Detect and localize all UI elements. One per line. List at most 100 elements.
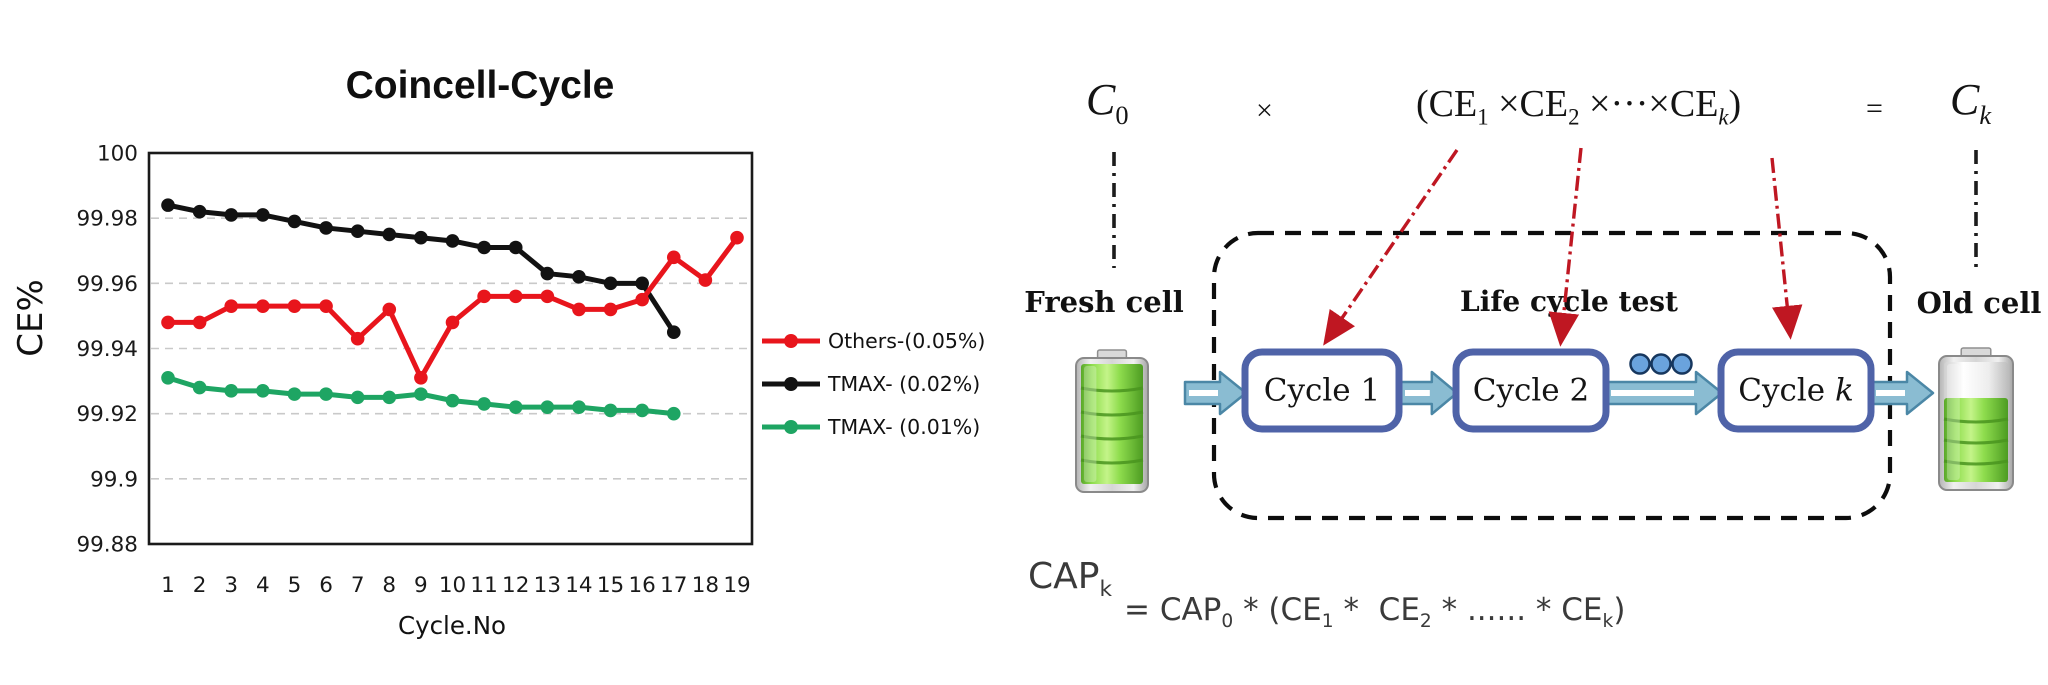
formula-ck: Ck — [1950, 75, 1992, 130]
data-point — [192, 380, 207, 395]
data-point — [572, 302, 586, 317]
data-point — [224, 208, 239, 222]
legend-marker — [784, 334, 798, 348]
ellipsis-dot-icon — [1629, 353, 1651, 375]
old-cell-label: Old cell — [1917, 286, 2042, 320]
data-point — [445, 315, 460, 330]
data-point — [319, 221, 333, 235]
life-cycle-container — [1211, 230, 1893, 521]
old-battery-icon — [1938, 347, 2014, 491]
fresh-battery-icon — [1075, 349, 1149, 493]
series-2 — [161, 371, 681, 421]
data-point — [477, 397, 491, 411]
data-point — [666, 325, 681, 340]
series-0 — [161, 230, 744, 385]
data-point — [635, 403, 649, 418]
data-point — [730, 230, 744, 245]
data-point — [635, 276, 649, 291]
data-point — [508, 400, 523, 414]
x-tick-label: 2 — [193, 573, 207, 598]
data-point — [319, 299, 333, 313]
data-point — [161, 315, 175, 330]
data-point — [666, 406, 681, 421]
cycle-box-label: Cycle 1 — [1264, 373, 1380, 409]
data-point — [414, 371, 428, 385]
data-point — [603, 276, 618, 291]
life-cycle-test-label: Life cycle test — [1460, 285, 1678, 318]
x-tick-label: 16 — [628, 573, 655, 598]
x-tick-label: 12 — [502, 573, 529, 598]
data-point — [540, 266, 555, 281]
data-point — [635, 292, 649, 307]
legend-label: TMAX- (0.02%) — [827, 372, 980, 396]
series-line — [165, 235, 740, 381]
data-point — [256, 299, 270, 313]
x-tick-label: 3 — [224, 573, 238, 598]
cycle-box-2: Cycle 2 — [1452, 348, 1610, 433]
x-axis-label: Cycle.No — [398, 611, 506, 640]
data-point — [603, 403, 618, 418]
data-point — [508, 289, 523, 304]
x-tick-label: 7 — [351, 573, 365, 598]
y-axis-label: CE% — [11, 279, 51, 357]
x-tick-label: 14 — [565, 573, 592, 598]
data-point — [287, 214, 302, 229]
data-point — [256, 208, 270, 222]
data-point — [414, 387, 428, 401]
data-point — [572, 400, 586, 414]
formula-capk-rhs: = CAP0 * (CE1 * CE2 * ...... * CEk) — [1124, 592, 1626, 633]
data-point — [319, 387, 333, 401]
x-tick-label: 15 — [597, 573, 624, 598]
legend-label: TMAX- (0.01%) — [827, 415, 980, 439]
cycle-box-1: Cycle 1 — [1241, 348, 1403, 433]
data-point — [287, 387, 302, 401]
data-point — [414, 230, 428, 245]
x-tick-label: 6 — [319, 573, 333, 598]
data-point — [350, 331, 365, 346]
data-point — [445, 393, 460, 408]
legend-entry: TMAX- (0.02%) — [762, 372, 980, 396]
x-tick-label: 13 — [534, 573, 561, 598]
data-point — [508, 240, 523, 255]
data-point — [192, 315, 207, 330]
y-tick-label: 99.9 — [90, 467, 138, 492]
y-tick-label: 99.96 — [76, 272, 138, 297]
cycle-box-frame — [1241, 348, 1403, 433]
data-point — [224, 299, 239, 313]
cycle-box-label: Cycle k — [1738, 373, 1854, 409]
data-point — [666, 250, 681, 265]
formula-ce-product: (CE1 ×CE2 ×···×CEk) — [1416, 83, 1742, 130]
data-point — [698, 273, 713, 287]
data-point — [224, 384, 239, 398]
data-point — [161, 371, 175, 385]
data-point — [477, 289, 491, 304]
data-point — [350, 390, 365, 405]
formula-times-sign: × — [1256, 94, 1273, 127]
cycle-box-frame — [1717, 348, 1875, 433]
legend-marker — [784, 420, 798, 434]
data-point — [382, 302, 397, 317]
x-tick-label: 9 — [414, 573, 428, 598]
series-1 — [161, 198, 681, 340]
formula-capk-lhs: CAPk — [1028, 556, 1112, 603]
data-point — [603, 302, 618, 317]
x-tick-label: 18 — [692, 573, 719, 598]
plot-border — [147, 151, 754, 546]
legend-entry: TMAX- (0.01%) — [762, 415, 980, 439]
x-tick-label: 1 — [161, 573, 175, 598]
data-point — [161, 198, 175, 212]
data-point — [477, 240, 491, 255]
y-tick-label: 99.92 — [76, 402, 138, 427]
cycle-box-frame — [1452, 348, 1610, 433]
ce-pointer-arrow-3 — [1770, 157, 1803, 340]
x-tick-label: 8 — [382, 573, 396, 598]
formula-equals-sign: = — [1866, 92, 1883, 125]
cycle-box-label: Cycle 2 — [1473, 373, 1589, 409]
ellipsis-dot-icon — [1650, 353, 1672, 375]
y-tick-label: 99.98 — [76, 207, 138, 232]
y-tick-label: 99.88 — [76, 533, 138, 558]
x-tick-label: 11 — [470, 573, 497, 598]
x-tick-label: 4 — [256, 573, 270, 598]
